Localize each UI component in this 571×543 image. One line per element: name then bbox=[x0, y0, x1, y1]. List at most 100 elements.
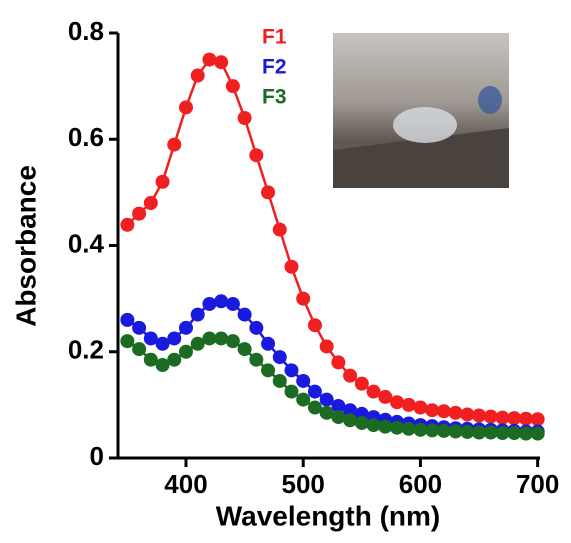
data-point bbox=[155, 174, 170, 189]
data-point bbox=[307, 384, 322, 399]
data-point bbox=[178, 344, 193, 359]
data-point bbox=[495, 410, 510, 425]
data-point bbox=[225, 296, 240, 311]
data-point bbox=[366, 384, 381, 399]
data-point bbox=[331, 398, 346, 413]
data-point bbox=[155, 336, 170, 351]
data-point bbox=[436, 404, 451, 419]
data-point bbox=[495, 426, 510, 441]
data-point bbox=[249, 352, 264, 367]
data-point bbox=[307, 400, 322, 415]
data-point bbox=[319, 405, 334, 420]
data-point bbox=[249, 148, 264, 163]
data-point bbox=[460, 424, 475, 439]
data-point bbox=[202, 52, 217, 67]
y-tick-label: 0.6 bbox=[68, 122, 104, 152]
data-point bbox=[507, 411, 522, 426]
data-point bbox=[155, 358, 170, 373]
data-point bbox=[132, 320, 147, 335]
data-point bbox=[261, 185, 276, 200]
data-point bbox=[214, 331, 229, 346]
x-axis-title: Wavelength (nm) bbox=[216, 500, 441, 531]
data-point bbox=[202, 296, 217, 311]
data-point bbox=[389, 420, 404, 435]
data-point bbox=[190, 336, 205, 351]
data-point bbox=[436, 423, 451, 438]
data-point bbox=[296, 392, 311, 407]
data-point bbox=[237, 307, 252, 322]
data-point bbox=[167, 137, 182, 152]
data-point bbox=[178, 320, 193, 335]
y-tick-label: 0.4 bbox=[68, 228, 105, 258]
x-tick-label: 500 bbox=[282, 469, 325, 499]
data-point bbox=[143, 196, 158, 210]
data-point bbox=[425, 423, 440, 438]
x-tick-label: 700 bbox=[516, 469, 559, 499]
data-point bbox=[132, 342, 147, 357]
data-point bbox=[143, 331, 158, 346]
data-point bbox=[413, 422, 428, 437]
data-point bbox=[190, 68, 205, 83]
data-point bbox=[249, 320, 264, 335]
data-point bbox=[284, 363, 299, 378]
x-tick-label: 400 bbox=[164, 469, 207, 499]
data-point bbox=[284, 259, 299, 274]
data-point bbox=[378, 389, 393, 404]
data-point bbox=[425, 403, 440, 418]
data-point bbox=[472, 425, 487, 440]
data-point bbox=[343, 413, 358, 428]
data-point bbox=[225, 334, 240, 349]
data-point bbox=[272, 222, 287, 237]
data-point bbox=[530, 426, 545, 441]
data-point bbox=[331, 410, 346, 425]
data-point bbox=[190, 307, 205, 322]
data-point bbox=[272, 350, 287, 365]
data-point bbox=[331, 355, 346, 370]
data-point bbox=[214, 55, 229, 70]
y-tick-label: 0 bbox=[90, 441, 104, 471]
data-point bbox=[307, 318, 322, 333]
data-point bbox=[354, 376, 369, 391]
data-point bbox=[120, 312, 135, 327]
data-point bbox=[354, 415, 369, 430]
data-point bbox=[343, 403, 358, 418]
legend-label: F1 bbox=[262, 26, 287, 49]
data-point bbox=[448, 405, 463, 420]
legend-label: F2 bbox=[262, 56, 287, 79]
data-point bbox=[237, 342, 252, 357]
data-point bbox=[378, 419, 393, 434]
data-point bbox=[296, 373, 311, 388]
data-point bbox=[472, 408, 487, 423]
data-point bbox=[448, 424, 463, 439]
data-point bbox=[178, 100, 193, 115]
data-point bbox=[483, 409, 498, 424]
data-point bbox=[389, 395, 404, 410]
data-point bbox=[296, 291, 311, 306]
data-point bbox=[401, 397, 416, 412]
data-point bbox=[401, 421, 416, 436]
y-tick-label: 0.2 bbox=[68, 335, 104, 365]
data-point bbox=[214, 294, 229, 309]
data-point bbox=[237, 111, 252, 125]
data-point bbox=[319, 392, 334, 407]
data-point bbox=[143, 352, 158, 367]
data-point bbox=[518, 426, 533, 441]
data-point bbox=[284, 384, 299, 399]
data-point bbox=[413, 400, 428, 415]
data-point bbox=[366, 418, 381, 433]
data-point bbox=[460, 407, 475, 422]
legend-label: F3 bbox=[262, 86, 287, 109]
data-point bbox=[272, 373, 287, 388]
y-tick-label: 0.8 bbox=[68, 16, 104, 46]
y-axis-title: Absorbance bbox=[10, 165, 41, 327]
data-point bbox=[518, 411, 533, 426]
data-point bbox=[483, 425, 498, 440]
data-point bbox=[120, 217, 135, 232]
data-point bbox=[120, 334, 135, 349]
data-point bbox=[319, 339, 334, 354]
data-point bbox=[225, 79, 240, 94]
data-point bbox=[167, 352, 182, 367]
data-point bbox=[167, 331, 182, 346]
data-point bbox=[261, 363, 276, 378]
